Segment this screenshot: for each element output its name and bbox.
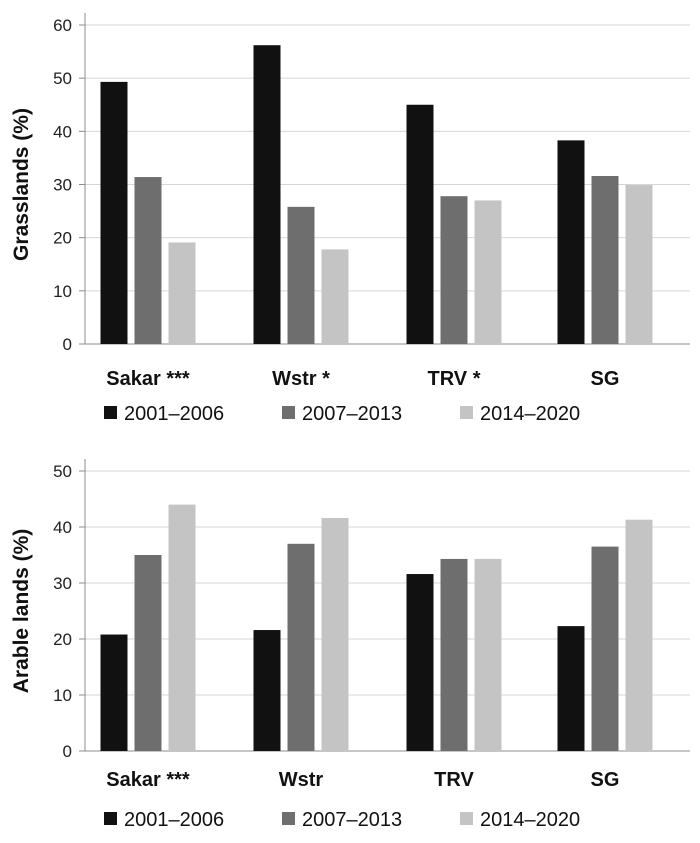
arable-lands-bars: [100, 504, 653, 751]
bar: [625, 185, 653, 344]
bar: [625, 519, 653, 751]
y-tick-label: 10: [53, 282, 72, 301]
bar: [134, 177, 162, 344]
x-category-label: Sakar ***: [106, 368, 190, 390]
bar: [406, 104, 434, 344]
bar: [134, 555, 162, 751]
legend-swatch: [104, 812, 117, 825]
grasslands-bars: [100, 45, 653, 344]
grasslands-y-ticks: 0 10 20 30 40 50 60: [53, 16, 72, 354]
bar: [591, 175, 619, 344]
legend-label: 2014–2020: [480, 403, 580, 425]
bar: [474, 200, 502, 344]
grasslands-y-axis-label: Grasslands (%): [10, 108, 33, 261]
y-tick-label: 0: [63, 742, 72, 761]
arable-lands-legend: 2001–2006 2007–2013 2014–2020: [104, 809, 580, 831]
y-tick-label: 30: [53, 176, 72, 195]
bar: [287, 206, 315, 344]
legend-swatch: [282, 812, 295, 825]
bar: [168, 504, 196, 751]
bar: [100, 634, 128, 751]
legend-swatch: [460, 812, 473, 825]
bar: [474, 558, 502, 751]
y-tick-label: 60: [53, 16, 72, 35]
y-tick-label: 40: [53, 518, 72, 537]
y-tick-label: 20: [53, 229, 72, 248]
y-tick-label: 30: [53, 574, 72, 593]
x-category-label: Wstr *: [272, 368, 330, 390]
y-tick-label: 10: [53, 686, 72, 705]
grasslands-x-categories: Sakar *** Wstr * TRV * SG: [106, 368, 619, 390]
legend-label: 2001–2006: [124, 403, 224, 425]
bar: [168, 242, 196, 344]
y-tick-label: 40: [53, 122, 72, 141]
bar: [440, 558, 468, 751]
y-tick-label: 50: [53, 462, 72, 481]
legend-label: 2007–2013: [302, 403, 402, 425]
y-tick-label: 50: [53, 69, 72, 88]
legend-swatch: [104, 406, 117, 419]
bar: [557, 140, 585, 344]
arable-lands-chart: 0 10 20 30 40 50 Sakar *** Wstr TRV SG Arable la…: [10, 459, 690, 831]
arable-lands-y-ticks: 0 10 20 30 40 50: [53, 462, 72, 761]
bar: [440, 196, 468, 344]
bar: [557, 626, 585, 751]
bar: [406, 574, 434, 751]
bar: [100, 81, 128, 344]
x-category-label: SG: [591, 368, 620, 390]
legend-swatch: [460, 406, 473, 419]
bar: [287, 543, 315, 751]
bar: [253, 630, 281, 751]
x-category-label: TRV: [434, 769, 474, 791]
x-category-label: SG: [591, 769, 620, 791]
x-category-label: Sakar ***: [106, 769, 190, 791]
bar: [321, 249, 349, 344]
arable-lands-y-axis-label: Arable lands (%): [10, 529, 33, 694]
bar: [253, 45, 281, 344]
y-tick-label: 20: [53, 630, 72, 649]
y-tick-label: 0: [63, 335, 72, 354]
x-category-label: TRV *: [428, 368, 481, 390]
legend-label: 2001–2006: [124, 809, 224, 831]
arable-lands-x-categories: Sakar *** Wstr TRV SG: [106, 769, 619, 791]
bar: [591, 546, 619, 751]
legend-swatch: [282, 406, 295, 419]
grasslands-chart: 0 10 20 30 40 50 60 Sakar *** Wstr * TRV * SG Gra…: [10, 13, 690, 425]
x-category-label: Wstr: [279, 769, 324, 791]
legend-label: 2014–2020: [480, 809, 580, 831]
grasslands-legend: 2001–2006 2007–2013 2014–2020: [104, 403, 580, 425]
bar: [321, 518, 349, 751]
legend-label: 2007–2013: [302, 809, 402, 831]
